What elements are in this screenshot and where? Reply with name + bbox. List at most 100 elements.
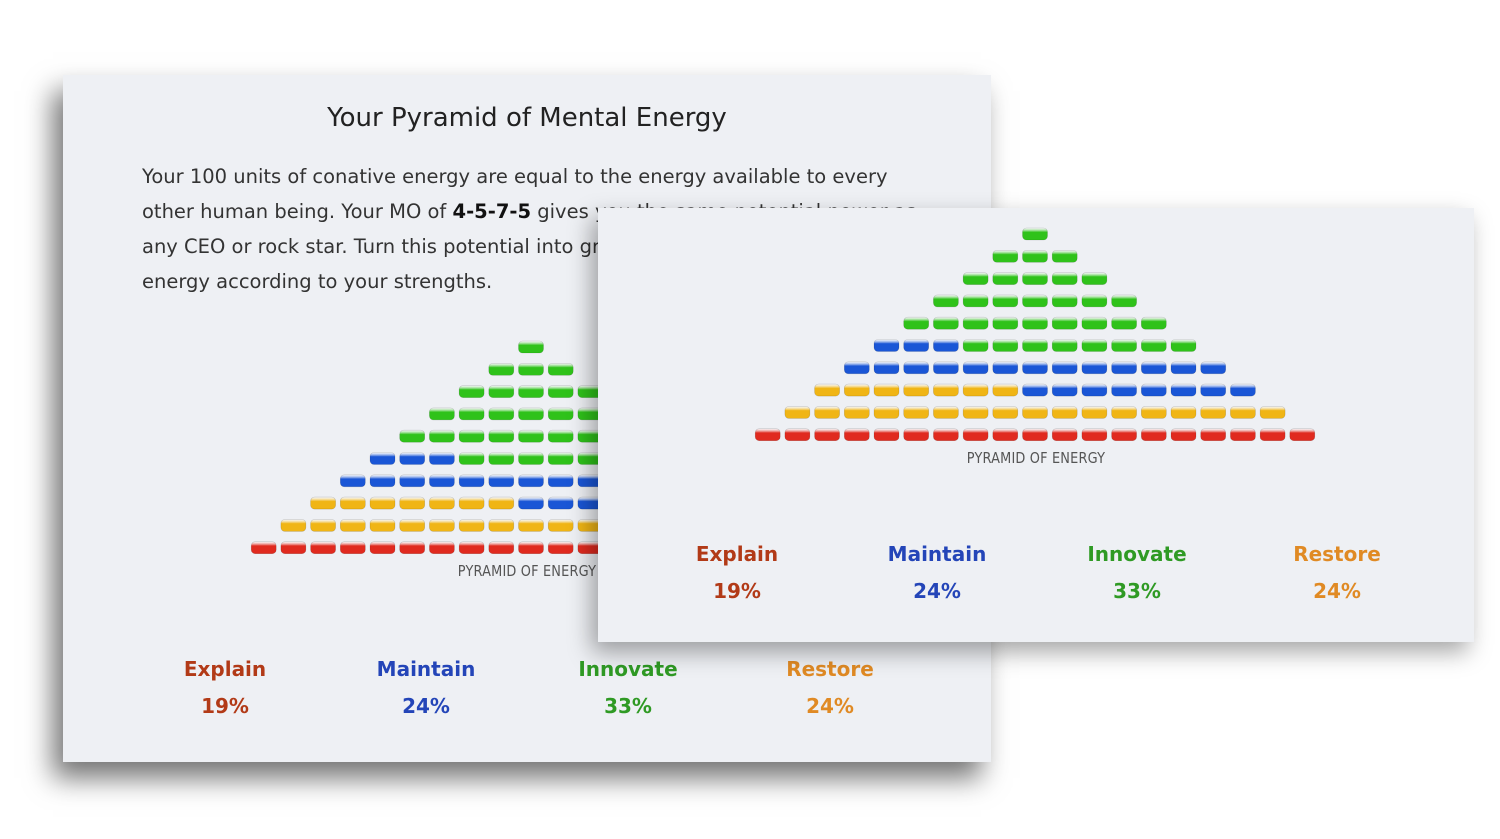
energy-unit-maintain <box>844 361 870 375</box>
energy-unit-restore <box>399 519 425 532</box>
energy-unit-innovate <box>547 429 574 443</box>
energy-unit-explain <box>933 428 959 441</box>
energy-unit-innovate <box>488 429 515 443</box>
energy-unit-innovate <box>488 385 515 398</box>
energy-unit-innovate <box>518 407 544 421</box>
energy-unit-innovate <box>518 429 544 443</box>
energy-unit-explain <box>962 428 989 441</box>
energy-unit-restore <box>488 496 515 510</box>
legend-maintain-name: Maintain <box>887 542 987 566</box>
energy-unit-explain <box>1230 428 1256 441</box>
energy-unit-innovate <box>547 452 574 465</box>
energy-unit-restore <box>873 383 900 397</box>
energy-unit-innovate <box>962 294 989 308</box>
energy-unit-maintain <box>1051 361 1078 375</box>
legend-restore-front: Restore 24% <box>1237 542 1437 603</box>
legend-explain-name: Explain <box>695 542 779 566</box>
energy-unit-innovate <box>1051 339 1078 352</box>
energy-unit-maintain <box>1022 361 1048 375</box>
energy-unit-restore <box>844 383 870 397</box>
energy-unit-restore <box>488 519 515 532</box>
energy-unit-restore <box>903 383 929 397</box>
energy-unit-innovate <box>1022 339 1048 352</box>
energy-unit-innovate <box>1051 316 1078 330</box>
intro-part-1: Your 100 units of conative energy are eq… <box>142 165 888 223</box>
energy-unit-maintain <box>873 361 900 375</box>
energy-unit-maintain <box>1081 361 1108 375</box>
energy-unit-explain <box>310 541 336 554</box>
energy-unit-innovate <box>992 249 1019 263</box>
legend-maintain-back: Maintain 24% <box>326 657 526 718</box>
energy-unit-innovate <box>992 294 1019 308</box>
energy-unit-maintain <box>369 452 396 465</box>
energy-unit-explain <box>844 428 870 441</box>
energy-unit-restore <box>1140 406 1167 419</box>
energy-unit-restore <box>458 519 485 532</box>
energy-unit-restore <box>399 496 425 510</box>
legend-explain-value: 19% <box>713 579 761 603</box>
energy-unit-innovate <box>458 385 485 398</box>
energy-unit-innovate <box>992 339 1019 352</box>
energy-unit-maintain <box>873 339 900 352</box>
page-title: Your Pyramid of Mental Energy <box>327 103 727 133</box>
energy-unit-maintain <box>1170 361 1197 375</box>
pyramid-caption-front: PYRAMID OF ENERGY <box>966 449 1106 467</box>
energy-unit-explain <box>488 541 515 554</box>
energy-unit-innovate <box>1022 316 1048 330</box>
energy-unit-innovate <box>1111 294 1137 308</box>
energy-unit-innovate <box>1081 339 1108 352</box>
energy-unit-restore <box>340 519 366 532</box>
energy-unit-innovate <box>992 272 1019 285</box>
energy-unit-innovate <box>1022 294 1048 308</box>
energy-unit-explain <box>1081 428 1108 441</box>
energy-unit-restore <box>992 383 1019 397</box>
energy-unit-explain <box>399 541 425 554</box>
energy-unit-maintain <box>1230 383 1256 397</box>
energy-unit-restore <box>429 519 455 532</box>
energy-unit-restore <box>814 383 840 397</box>
energy-unit-maintain <box>1200 361 1227 375</box>
energy-unit-innovate <box>962 272 989 285</box>
energy-unit-maintain <box>1200 383 1227 397</box>
energy-unit-explain <box>1111 428 1137 441</box>
energy-unit-innovate <box>903 316 929 330</box>
energy-unit-maintain <box>933 339 959 352</box>
legend-restore-name: Restore <box>786 657 874 681</box>
energy-unit-innovate <box>1081 316 1108 330</box>
energy-unit-innovate <box>962 339 989 352</box>
energy-unit-restore <box>933 406 959 419</box>
energy-unit-restore <box>310 519 336 532</box>
energy-unit-maintain <box>962 361 989 375</box>
energy-unit-restore <box>369 496 396 510</box>
energy-unit-maintain <box>547 474 574 488</box>
energy-unit-innovate <box>1051 272 1078 285</box>
energy-unit-maintain <box>340 474 366 488</box>
legend-maintain-front: Maintain 24% <box>837 542 1037 603</box>
energy-unit-restore <box>1022 406 1048 419</box>
energy-unit-explain <box>547 541 574 554</box>
legend-restore-name: Restore <box>1293 542 1381 566</box>
energy-unit-restore <box>1230 406 1256 419</box>
legend-innovate-name: Innovate <box>578 657 678 681</box>
pyramid-caption-back: PYRAMID OF ENERGY <box>457 562 597 580</box>
energy-unit-maintain <box>903 361 929 375</box>
front-card: PYRAMID OF ENERGY Explain 19% Maintain 2… <box>598 208 1474 642</box>
energy-unit-maintain <box>429 452 455 465</box>
energy-unit-innovate <box>518 340 544 354</box>
energy-unit-innovate <box>429 407 455 421</box>
energy-unit-innovate <box>1140 316 1167 330</box>
legend-restore-value: 24% <box>1313 579 1361 603</box>
energy-unit-maintain <box>1111 383 1137 397</box>
energy-unit-innovate <box>1111 339 1137 352</box>
energy-unit-innovate <box>1051 249 1078 263</box>
energy-unit-innovate <box>933 316 959 330</box>
energy-unit-innovate <box>429 429 455 443</box>
mo-value: 4-5-7-5 <box>452 200 532 223</box>
energy-unit-explain <box>429 541 455 554</box>
energy-unit-innovate <box>1022 249 1048 263</box>
energy-unit-restore <box>369 519 396 532</box>
energy-unit-explain <box>903 428 929 441</box>
energy-unit-explain <box>1022 428 1048 441</box>
energy-unit-maintain <box>1170 383 1197 397</box>
energy-unit-restore <box>310 496 336 510</box>
